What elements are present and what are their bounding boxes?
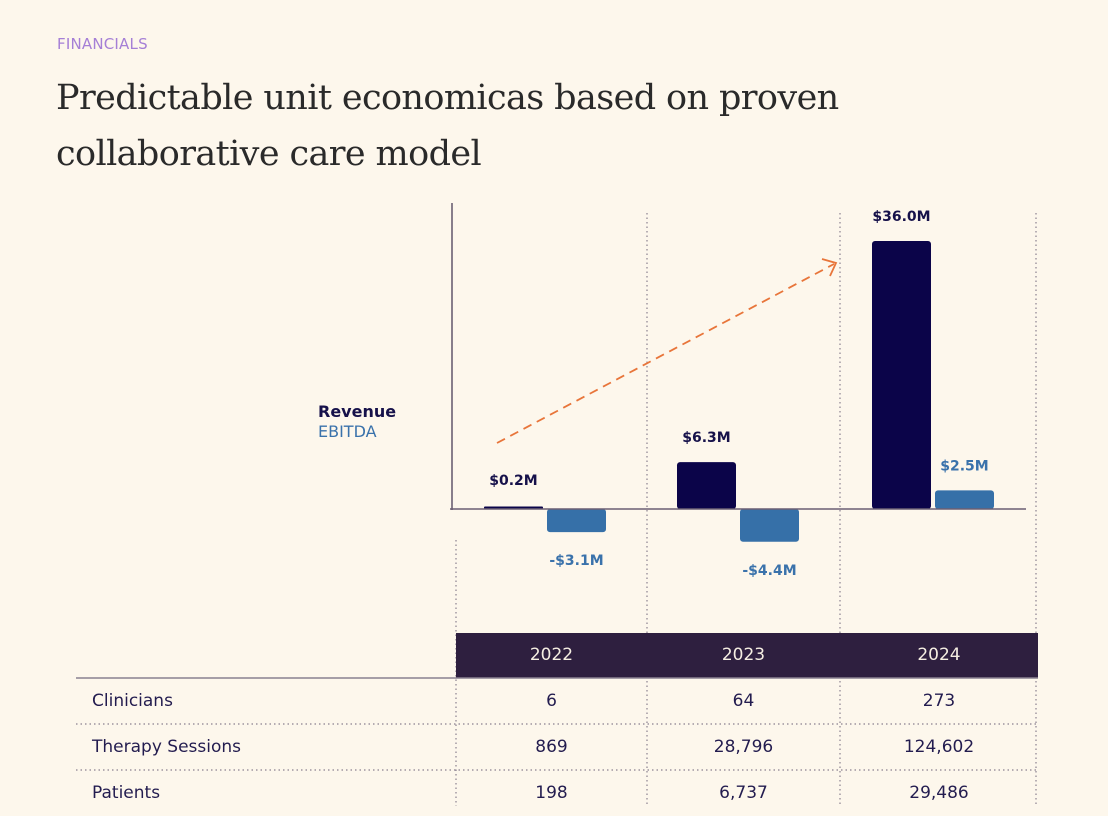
ebitda-label-2024: $2.5M: [940, 458, 988, 474]
column-header: 2023: [721, 645, 766, 665]
column-header: 2024: [917, 645, 961, 665]
title-line-2: collaborative care model: [56, 134, 482, 174]
row-label: Patients: [92, 783, 161, 803]
ebitda-bar-2023: [740, 509, 799, 542]
revenue-label-2023: $6.3M: [682, 430, 730, 446]
table-cell: 6,737: [719, 783, 768, 803]
ebitda-label-2022: -$3.1M: [549, 553, 603, 569]
trend-arrow-icon: [496, 258, 838, 444]
title-line-1: Predictable unit economicas based on pro…: [56, 78, 839, 118]
bars: [484, 241, 994, 542]
table-cell: 198: [535, 783, 568, 803]
table-row: Therapy Sessions 869 28,796 124,602: [76, 724, 1038, 770]
data-labels: $0.2M $6.3M $36.0M -$3.1M -$4.4M $2.5M: [489, 209, 988, 579]
table-row: Clinicians 6 64 273: [76, 678, 1038, 724]
table-cell: 29,486: [909, 783, 969, 803]
chart-legend: Revenue EBITDA: [318, 402, 396, 442]
table-cell: 273: [922, 691, 956, 711]
table-cell: 6: [546, 691, 557, 711]
table-cell: 28,796: [713, 737, 774, 757]
table-header: 2022 2023 2024: [456, 633, 1038, 678]
page-title: Predictable unit economicas based on pro…: [56, 70, 1016, 182]
column-dividers: [455, 213, 1037, 806]
ebitda-bar-2022: [547, 509, 606, 533]
row-label: Therapy Sessions: [92, 737, 241, 757]
table-cell: 124,602: [903, 737, 975, 757]
revenue-bar-2024: [872, 241, 931, 509]
ebitda-label-2023: -$4.4M: [742, 563, 796, 579]
revenue-label-2024: $36.0M: [872, 209, 930, 225]
section-eyebrow: FINANCIALS: [57, 35, 148, 53]
table-cell: 64: [732, 691, 755, 711]
ebitda-bar-2024: [935, 490, 994, 509]
legend-ebitda: EBITDA: [318, 422, 377, 441]
column-header: 2022: [529, 645, 574, 665]
table-row: Patients 198 6,737 29,486: [76, 770, 1038, 816]
revenue-label-2022: $0.2M: [489, 473, 537, 489]
legend-revenue: Revenue: [318, 402, 397, 421]
revenue-bar-2023: [677, 462, 736, 509]
row-label: Clinicians: [92, 691, 173, 711]
table-cell: 869: [535, 737, 568, 757]
